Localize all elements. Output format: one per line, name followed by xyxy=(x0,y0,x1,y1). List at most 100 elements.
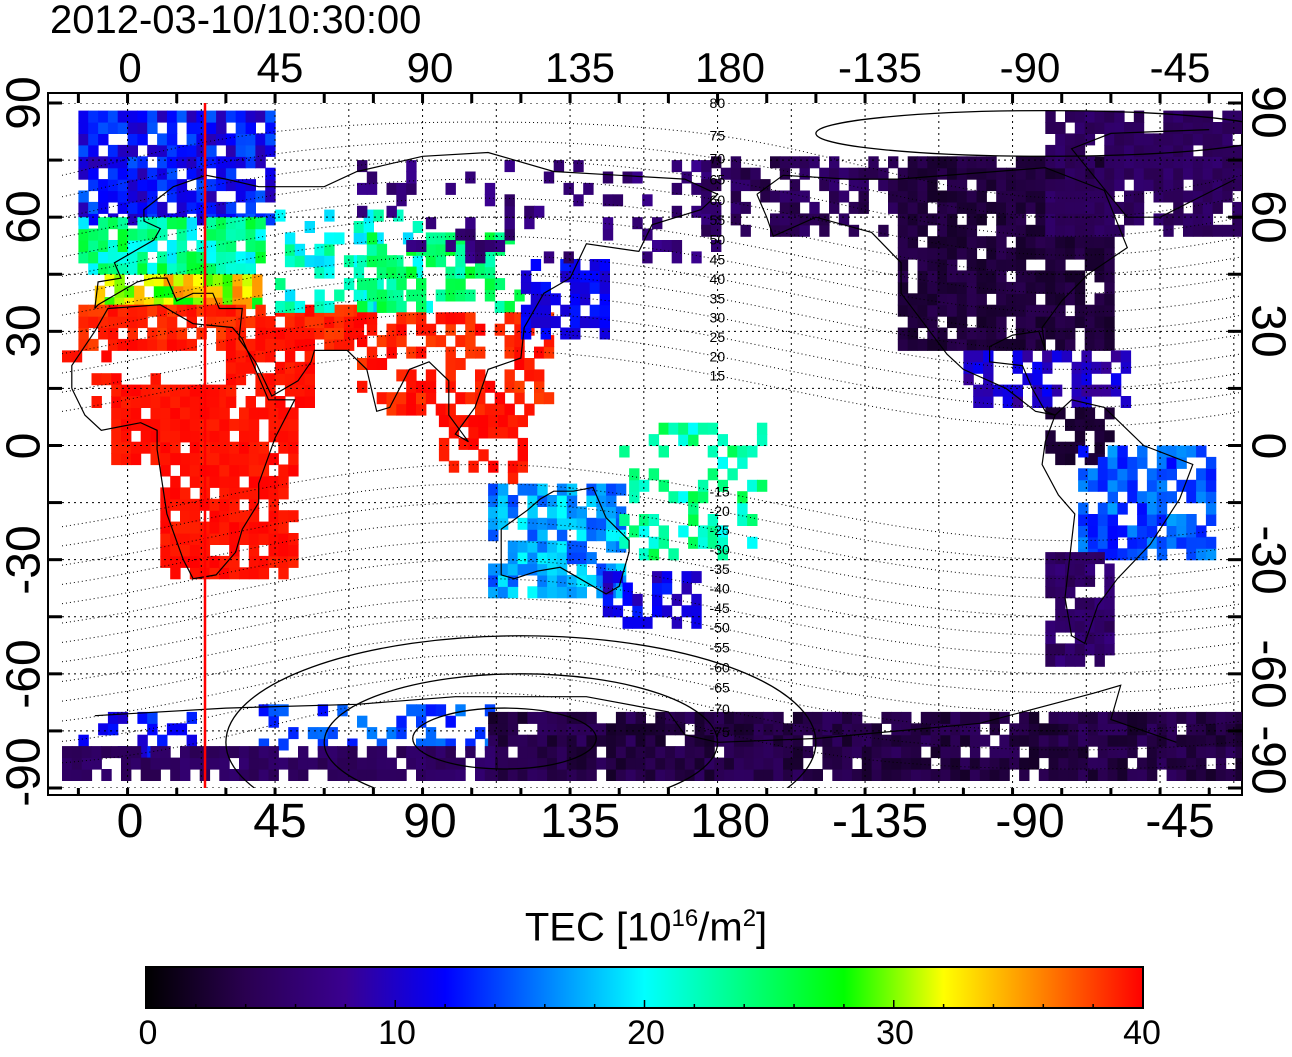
tec-cell xyxy=(386,403,397,416)
tec-cell xyxy=(245,144,256,157)
tec-cell xyxy=(1042,361,1053,374)
tec-cell xyxy=(1065,643,1076,656)
tec-cell xyxy=(147,179,158,192)
tec-cell xyxy=(514,335,525,348)
tec-cell xyxy=(147,217,158,230)
tec-cell xyxy=(956,316,968,329)
tec-cell xyxy=(986,338,997,351)
tec-cell xyxy=(989,757,1000,770)
tec-cell xyxy=(917,259,928,271)
tec-cell xyxy=(170,418,181,431)
tec-cell xyxy=(1205,491,1217,504)
tec-cell xyxy=(176,217,188,230)
tec-cell xyxy=(435,403,447,416)
tec-cell xyxy=(861,769,873,781)
tec-cell xyxy=(468,460,479,473)
tec-cell xyxy=(1035,190,1046,203)
tec-cell xyxy=(1235,734,1242,747)
tec-cell xyxy=(1124,201,1135,214)
tec-cell xyxy=(1110,373,1122,386)
tec-cell xyxy=(527,552,538,565)
contour-line xyxy=(62,216,1242,294)
contour-label: -60 xyxy=(710,659,730,675)
tec-cell xyxy=(599,259,610,271)
tec-cell xyxy=(196,213,207,226)
tec-cell xyxy=(278,567,289,580)
tec-cell xyxy=(907,167,919,180)
tec-cell xyxy=(1006,338,1017,351)
tec-cell xyxy=(235,110,247,123)
tec-cell xyxy=(927,293,938,306)
tec-cell xyxy=(1146,723,1158,736)
tec-cell xyxy=(107,251,119,264)
tec-cell xyxy=(284,300,296,313)
tec-cell xyxy=(897,281,909,294)
tec-cell xyxy=(996,179,1007,192)
tec-cell xyxy=(1065,327,1076,340)
lon-tick-bottom: 135 xyxy=(539,795,621,848)
tec-cell xyxy=(1074,430,1086,443)
tec-cell xyxy=(412,255,424,268)
tec-cell xyxy=(737,514,748,526)
tec-cell xyxy=(488,711,499,724)
tec-cell xyxy=(576,574,587,587)
tec-cell xyxy=(615,529,627,542)
tec-cell xyxy=(176,327,188,340)
tec-cell xyxy=(540,327,551,340)
tec-cell xyxy=(986,259,997,271)
tec-cell xyxy=(1074,144,1086,157)
lon-tick-top: 0 xyxy=(118,44,142,91)
contour-label: 15 xyxy=(710,368,726,384)
tec-cell xyxy=(445,232,456,245)
tec-cell xyxy=(1094,213,1105,226)
tec-cell xyxy=(996,293,1007,306)
tec-cell xyxy=(1081,396,1092,408)
tec-cell xyxy=(278,510,289,523)
tec-cell xyxy=(1078,514,1089,526)
tec-cell xyxy=(950,746,961,759)
tec-cell xyxy=(1084,338,1096,351)
tec-cell xyxy=(1015,293,1027,306)
tec-cell xyxy=(1032,396,1043,408)
tec-cell xyxy=(1078,746,1089,759)
tec-cell xyxy=(684,769,696,781)
tec-cell xyxy=(1015,304,1027,317)
tec-cell xyxy=(514,312,525,325)
tec-cell xyxy=(166,262,178,275)
tec-cell xyxy=(176,179,188,192)
tec-cell xyxy=(966,201,978,214)
tec-cell xyxy=(1045,552,1056,565)
tec-cell xyxy=(1015,224,1027,237)
tec-cell xyxy=(694,769,705,781)
contour-label: -15 xyxy=(710,484,730,500)
tec-cell xyxy=(540,304,551,317)
tec-cell xyxy=(1117,769,1128,781)
tec-cell xyxy=(206,156,217,169)
tec-cell xyxy=(1006,213,1017,226)
tec-cell xyxy=(504,217,515,230)
tec-cell xyxy=(1094,201,1105,214)
tec-cell xyxy=(196,201,207,214)
tec-cell xyxy=(288,430,299,443)
tec-cell xyxy=(255,304,266,317)
tec-cell xyxy=(534,380,545,393)
tec-cell xyxy=(1196,468,1207,481)
tec-cell xyxy=(1065,167,1076,180)
tec-cell xyxy=(1205,548,1217,561)
tec-cell xyxy=(137,711,148,724)
tec-cell xyxy=(235,156,247,169)
tec-cell xyxy=(239,464,250,477)
tec-cell xyxy=(947,270,958,283)
tec-cell xyxy=(160,757,171,770)
tec-cell xyxy=(927,236,938,249)
tec-cell xyxy=(901,757,912,770)
tec-cell xyxy=(1045,110,1056,123)
tec-cell xyxy=(658,536,669,549)
tec-cell xyxy=(445,266,456,279)
tec-cell xyxy=(1055,224,1066,237)
tec-cell xyxy=(753,769,764,781)
tec-cell xyxy=(216,262,227,275)
tec-cell xyxy=(1045,259,1056,271)
tec-cell xyxy=(1117,456,1128,469)
tec-cell xyxy=(124,285,135,298)
